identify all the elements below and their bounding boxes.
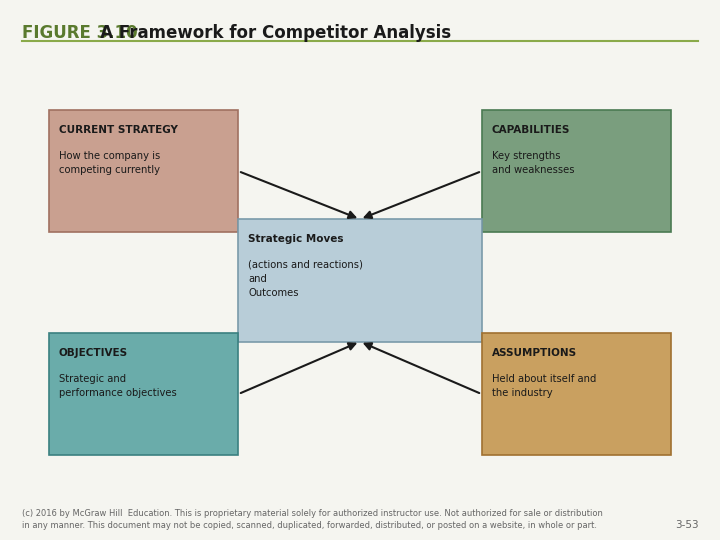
- Text: CURRENT STRATEGY: CURRENT STRATEGY: [59, 125, 178, 135]
- Text: 3-53: 3-53: [675, 520, 698, 530]
- Text: Strategic Moves: Strategic Moves: [248, 234, 344, 245]
- Text: CAPABILITIES: CAPABILITIES: [492, 125, 570, 135]
- Text: Held about itself and
the industry: Held about itself and the industry: [492, 374, 596, 397]
- FancyBboxPatch shape: [49, 110, 238, 232]
- FancyBboxPatch shape: [49, 333, 238, 455]
- Text: FIGURE 3.10: FIGURE 3.10: [22, 24, 138, 42]
- Text: Key strengths
and weaknesses: Key strengths and weaknesses: [492, 151, 575, 174]
- Text: ASSUMPTIONS: ASSUMPTIONS: [492, 348, 577, 358]
- Text: (actions and reactions)
and
Outcomes: (actions and reactions) and Outcomes: [248, 260, 363, 298]
- Text: OBJECTIVES: OBJECTIVES: [59, 348, 128, 358]
- Text: Strategic and
performance objectives: Strategic and performance objectives: [59, 374, 176, 397]
- FancyBboxPatch shape: [482, 333, 671, 455]
- FancyBboxPatch shape: [482, 110, 671, 232]
- FancyBboxPatch shape: [238, 219, 482, 342]
- Text: A Framework for Competitor Analysis: A Framework for Competitor Analysis: [83, 24, 451, 42]
- Text: (c) 2016 by McGraw Hill  Education. This is proprietary material solely for auth: (c) 2016 by McGraw Hill Education. This …: [22, 509, 603, 530]
- Text: How the company is
competing currently: How the company is competing currently: [59, 151, 160, 174]
